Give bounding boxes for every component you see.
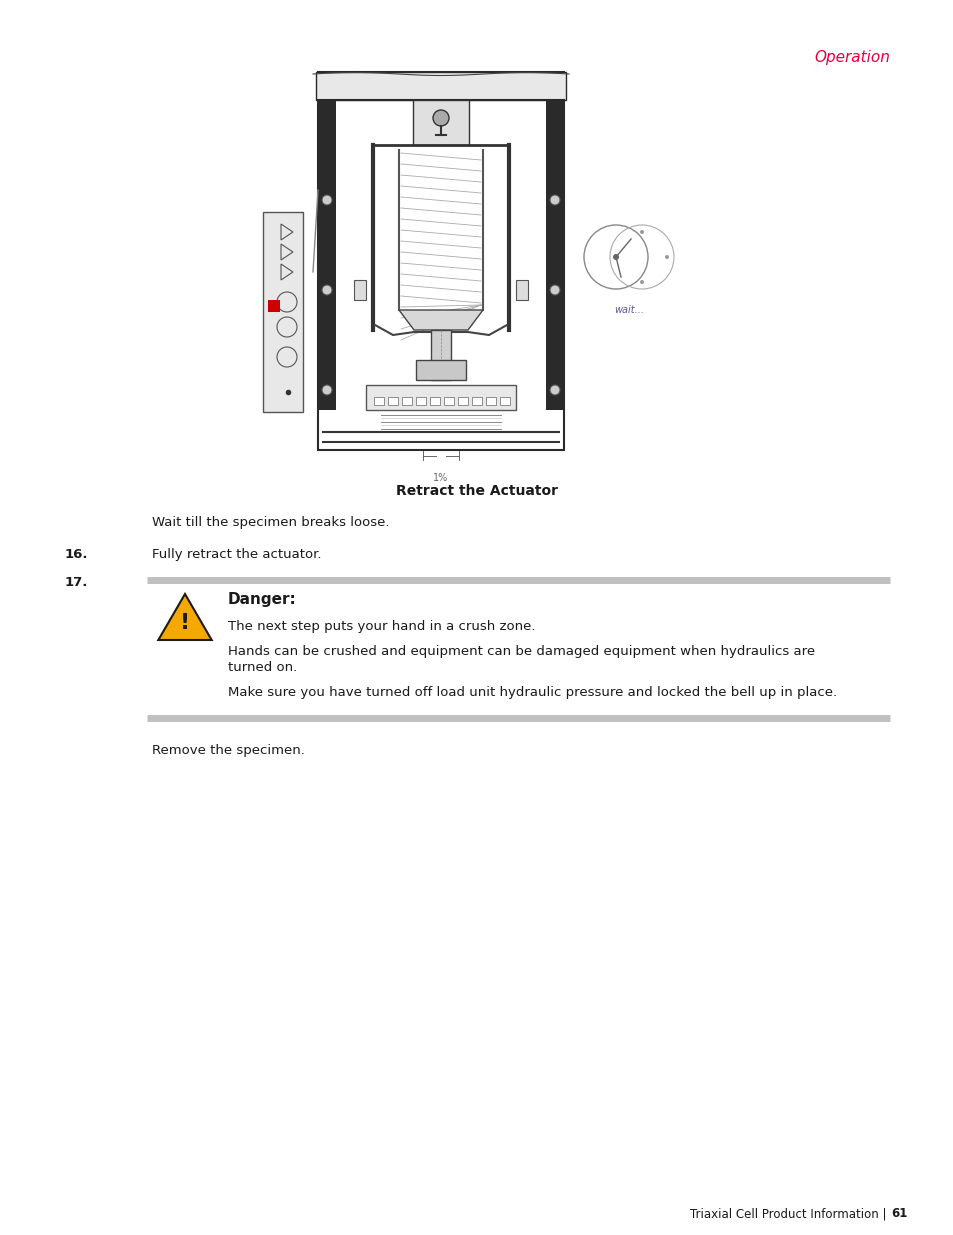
Text: 17.: 17.: [65, 576, 89, 589]
Polygon shape: [398, 310, 482, 330]
Bar: [317, 100, 335, 410]
Text: The next step puts your hand in a crush zone.: The next step puts your hand in a crush …: [228, 620, 535, 634]
Circle shape: [322, 195, 332, 205]
Bar: [416, 359, 465, 380]
Bar: [430, 396, 439, 405]
Text: wait...: wait...: [614, 305, 643, 315]
Bar: [268, 300, 280, 312]
Bar: [545, 100, 563, 410]
Text: turned on.: turned on.: [228, 661, 297, 674]
Bar: [499, 396, 510, 405]
Text: 16.: 16.: [65, 548, 89, 561]
Bar: [374, 396, 384, 405]
Bar: [263, 212, 303, 412]
Bar: [366, 385, 516, 410]
Text: !: !: [180, 613, 190, 632]
Bar: [354, 280, 366, 300]
Bar: [317, 72, 563, 450]
Circle shape: [550, 195, 559, 205]
Bar: [472, 396, 481, 405]
Text: 61: 61: [890, 1207, 906, 1220]
Text: Danger:: Danger:: [228, 592, 296, 606]
Bar: [485, 396, 496, 405]
Circle shape: [639, 230, 643, 233]
Bar: [443, 396, 454, 405]
Bar: [413, 100, 469, 144]
Text: Make sure you have turned off load unit hydraulic pressure and locked the bell u: Make sure you have turned off load unit …: [228, 685, 836, 699]
Circle shape: [550, 285, 559, 295]
Bar: [388, 396, 397, 405]
Circle shape: [639, 280, 643, 284]
Text: Wait till the specimen breaks loose.: Wait till the specimen breaks loose.: [152, 516, 389, 529]
Bar: [457, 396, 468, 405]
Circle shape: [613, 254, 618, 261]
Circle shape: [550, 385, 559, 395]
Bar: [516, 280, 527, 300]
Bar: [431, 330, 451, 380]
Circle shape: [322, 385, 332, 395]
Circle shape: [322, 285, 332, 295]
Text: Triaxial Cell Product Information |: Triaxial Cell Product Information |: [689, 1207, 889, 1220]
Circle shape: [433, 110, 449, 126]
Text: Retract the Actuator: Retract the Actuator: [395, 484, 558, 498]
Bar: [416, 396, 426, 405]
Circle shape: [664, 254, 668, 259]
Text: Hands can be crushed and equipment can be damaged equipment when hydraulics are: Hands can be crushed and equipment can b…: [228, 645, 814, 658]
Circle shape: [615, 254, 618, 259]
Text: 1%: 1%: [433, 473, 448, 483]
Bar: [401, 396, 412, 405]
Text: Operation: Operation: [813, 49, 889, 65]
Polygon shape: [158, 594, 212, 640]
Text: Fully retract the actuator.: Fully retract the actuator.: [152, 548, 321, 561]
Text: Remove the specimen.: Remove the specimen.: [152, 743, 305, 757]
Bar: [315, 72, 565, 100]
